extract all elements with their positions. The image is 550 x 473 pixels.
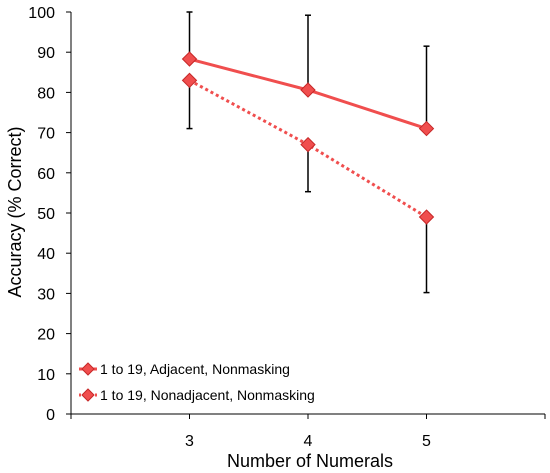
y-tick-label: 90 xyxy=(37,45,55,62)
y-tick-label: 10 xyxy=(37,367,55,384)
data-point-diamond xyxy=(181,72,198,89)
legend-marker xyxy=(81,388,95,402)
legend-marker xyxy=(81,362,95,376)
data-point-diamond xyxy=(418,209,435,225)
chart-axes xyxy=(66,11,546,419)
y-tick-label: 80 xyxy=(37,85,55,102)
y-tick-label: 30 xyxy=(37,286,55,303)
y-tick-label: 100 xyxy=(28,5,55,22)
y-tick-label: 50 xyxy=(37,206,55,223)
y-axis-label: Accuracy (% Correct) xyxy=(5,126,25,297)
y-tick-label: 40 xyxy=(37,246,55,263)
x-tick-label: 3 xyxy=(185,433,194,450)
x-tick-label: 5 xyxy=(422,433,431,450)
data-point-diamond xyxy=(300,82,316,98)
y-tick-label: 60 xyxy=(37,166,55,183)
error-bars xyxy=(186,11,430,294)
data-point-diamond xyxy=(418,120,435,137)
y-tick-label: 70 xyxy=(37,126,55,143)
series-markers xyxy=(181,51,435,225)
tick-labels: 0 10 20 30 40 50 60 70 80 90 100 3 4 5 xyxy=(28,5,431,450)
data-point-diamond xyxy=(300,136,316,153)
x-axis-label: Number of Numerals xyxy=(227,451,393,471)
legend-label: 1 to 19, Nonadjacent, Nonmasking xyxy=(100,387,315,403)
legend-label: 1 to 19, Adjacent, Nonmasking xyxy=(100,361,290,377)
data-point-diamond xyxy=(181,51,198,67)
legend: 1 to 19, Adjacent, Nonmasking 1 to 19, No… xyxy=(79,361,315,403)
y-tick-label: 0 xyxy=(46,407,55,424)
x-tick-label: 4 xyxy=(304,433,313,450)
y-tick-label: 20 xyxy=(37,327,55,344)
